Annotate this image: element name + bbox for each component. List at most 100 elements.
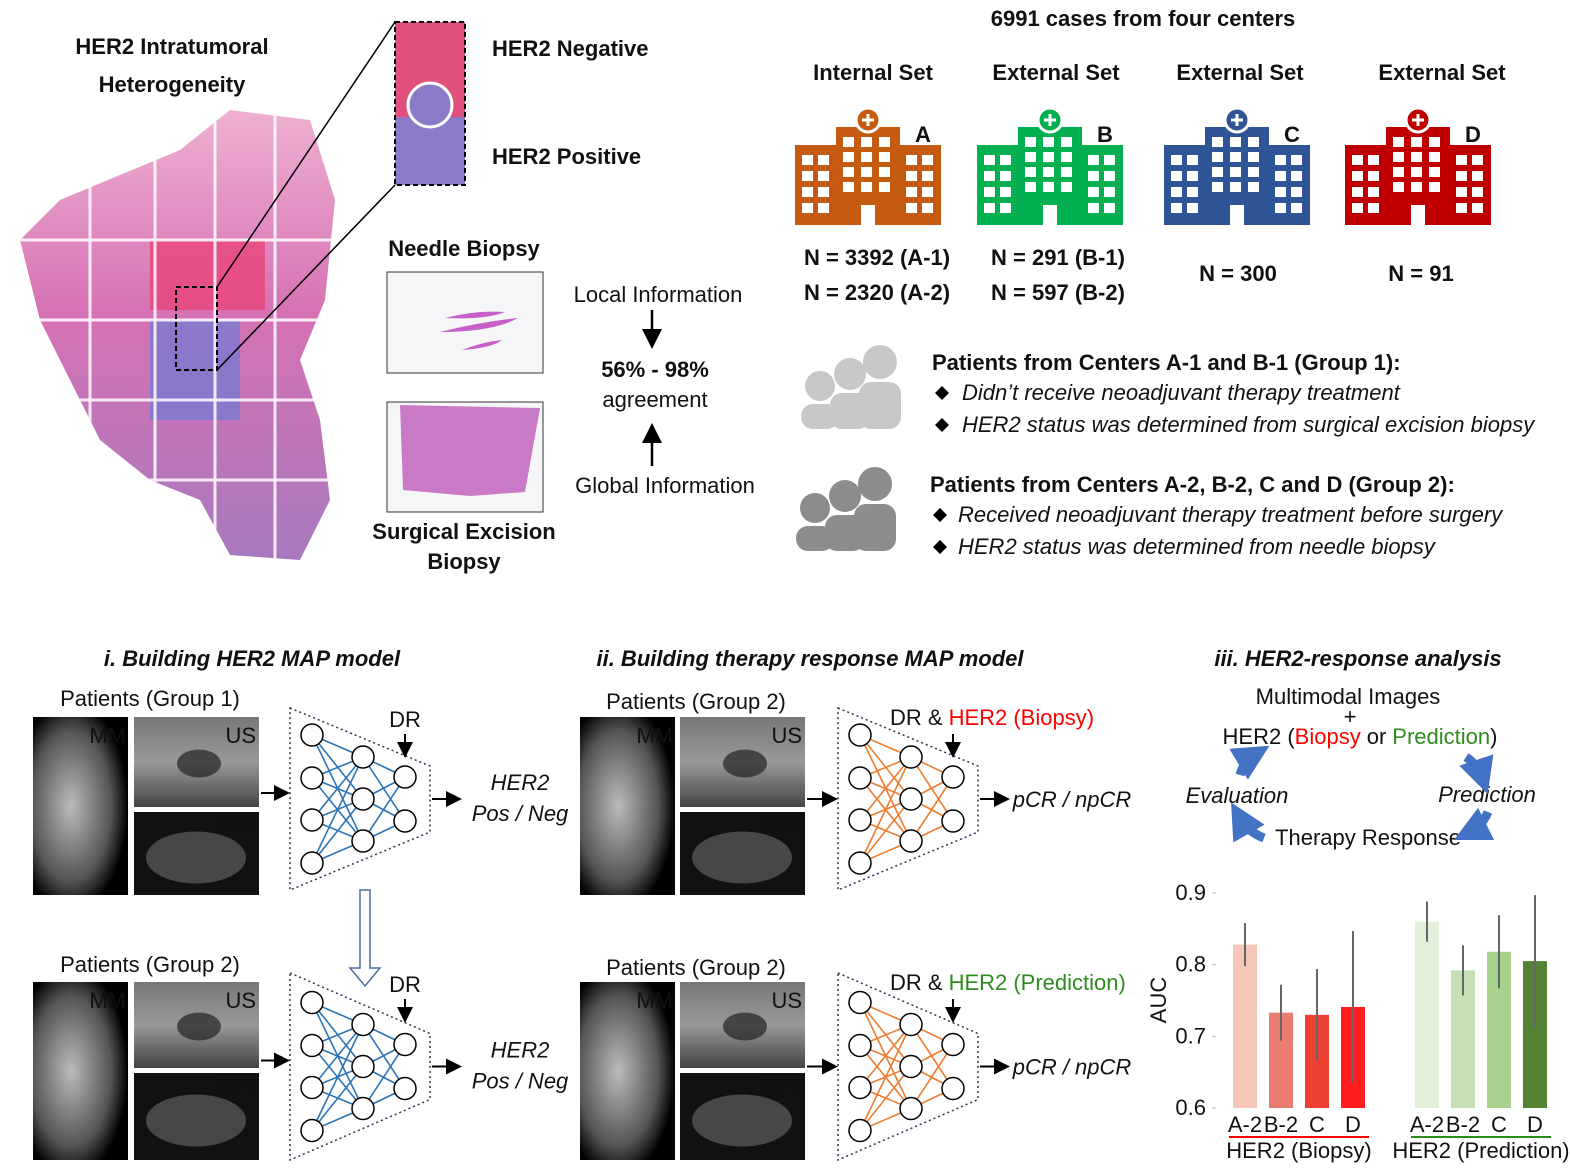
label: HER2 ( [1223,724,1296,749]
window [1088,155,1099,165]
window [1104,203,1115,213]
group-item: Didn’t receive neoadjuvant therapy treat… [962,380,1401,405]
cycle-arrows [1229,745,1495,843]
label: + [1344,704,1357,729]
window [1104,155,1115,165]
window [818,171,829,181]
network-node [300,851,324,875]
x-tick-label: A-2 [1228,1112,1262,1137]
head [829,480,861,512]
network-edge [311,1066,364,1131]
bullet [935,386,949,400]
window [1352,171,1363,181]
network-outline [289,971,431,1162]
window [1000,203,1011,213]
window [906,187,917,197]
head [834,358,866,390]
window [843,137,854,147]
window [984,155,995,165]
network-node [848,851,872,875]
network-edge [859,756,912,821]
dr-label: DR & HER2 (Prediction) [890,970,1126,995]
cross [1231,114,1243,126]
group-title: Patients from Centers A-1 and B-1 (Group… [932,350,1401,375]
window [984,171,995,181]
head [858,467,892,501]
network-node [351,1096,375,1121]
network-node [351,787,375,811]
label: ) [1490,724,1497,749]
window [1000,171,1011,181]
window [879,152,890,162]
modality: MM [636,723,673,748]
window [922,187,933,197]
groups: Patients from Centers A-1 and B-1 (Group… [796,345,1536,559]
window [879,182,890,192]
network-node [941,809,965,833]
network-node [941,1032,965,1057]
window [1187,155,1198,165]
window [1025,152,1036,162]
network-node [848,808,872,832]
bullet [933,508,947,522]
window [1187,171,1198,181]
window [1248,182,1259,192]
label: HER2 (Biopsy or Prediction) [1223,724,1498,749]
network-outline [289,706,431,892]
x-tick-label: C [1491,1112,1507,1137]
window [1411,137,1422,147]
centers: Internal Set A N = 3392 (A-1) N = 2320 (A-2… [795,60,1506,305]
door [1230,205,1244,225]
window [1291,203,1302,213]
door [1043,205,1057,225]
network-edge [311,1023,364,1089]
us-lesion [177,749,221,778]
window [1291,187,1302,197]
network-outline [837,971,979,1162]
modality: MRI [216,812,256,837]
window [843,182,854,192]
dr-label: DR & [890,705,943,730]
cross [862,114,874,126]
mri-breast [146,831,246,884]
window [1088,203,1099,213]
x-tick-label: B-2 [1446,1112,1480,1137]
modality: MM [89,988,126,1013]
case-count: N = 3392 (A-1) [804,245,950,270]
network-node [848,766,872,790]
inset-box [394,21,466,186]
network-node [351,1012,375,1037]
network-edge [859,756,912,864]
center-letter: B [1097,122,1113,147]
window [922,203,933,213]
network-edge [311,798,364,864]
network-node [899,829,923,853]
window [879,137,890,147]
window [1000,187,1011,197]
window [1291,155,1302,165]
window [1212,137,1223,147]
label: Prediction [1438,782,1536,807]
window [1088,187,1099,197]
title: Heterogeneity [99,72,246,97]
window [922,171,933,181]
window [1248,137,1259,147]
network-node [848,1075,872,1100]
dr-label: DR [389,972,421,997]
window [1230,182,1241,192]
window [1352,187,1363,197]
modality: MRI [216,1073,256,1098]
window [1472,155,1483,165]
window [879,167,890,177]
network-node [300,808,324,832]
network-node [300,990,324,1015]
window [1212,152,1223,162]
window [1230,167,1241,177]
window [1291,171,1302,181]
window [818,155,829,165]
window [1368,155,1379,165]
zoom-line [216,184,396,371]
window [1411,167,1422,177]
network-edge [859,1023,912,1089]
